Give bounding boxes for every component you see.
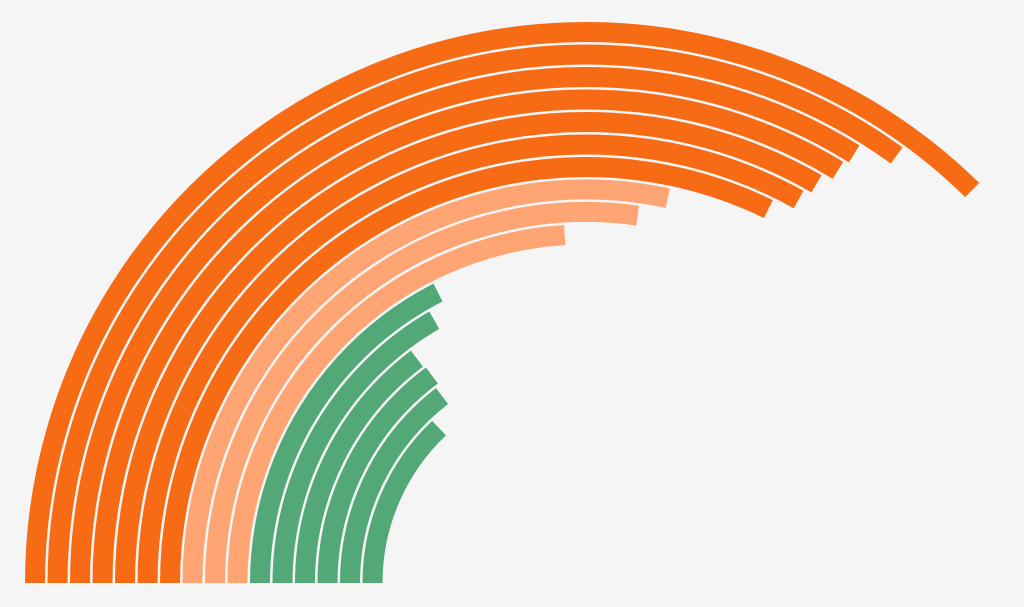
radial-bar — [160, 157, 773, 584]
radial-bar — [205, 202, 640, 584]
radial-bar — [115, 112, 822, 584]
radial-bar — [92, 89, 844, 584]
radial-bar — [272, 311, 440, 584]
radial-bar — [317, 367, 438, 584]
radial-bar — [182, 179, 670, 584]
radial-bar — [70, 67, 860, 584]
radial-bar — [250, 283, 443, 584]
radial-bar — [47, 44, 903, 584]
radial-bar — [340, 388, 449, 584]
radial-bar — [137, 134, 804, 584]
radial-bar — [227, 225, 566, 584]
radial-bar — [295, 350, 423, 584]
radial-bar — [25, 22, 980, 584]
radial-bar — [362, 420, 446, 584]
